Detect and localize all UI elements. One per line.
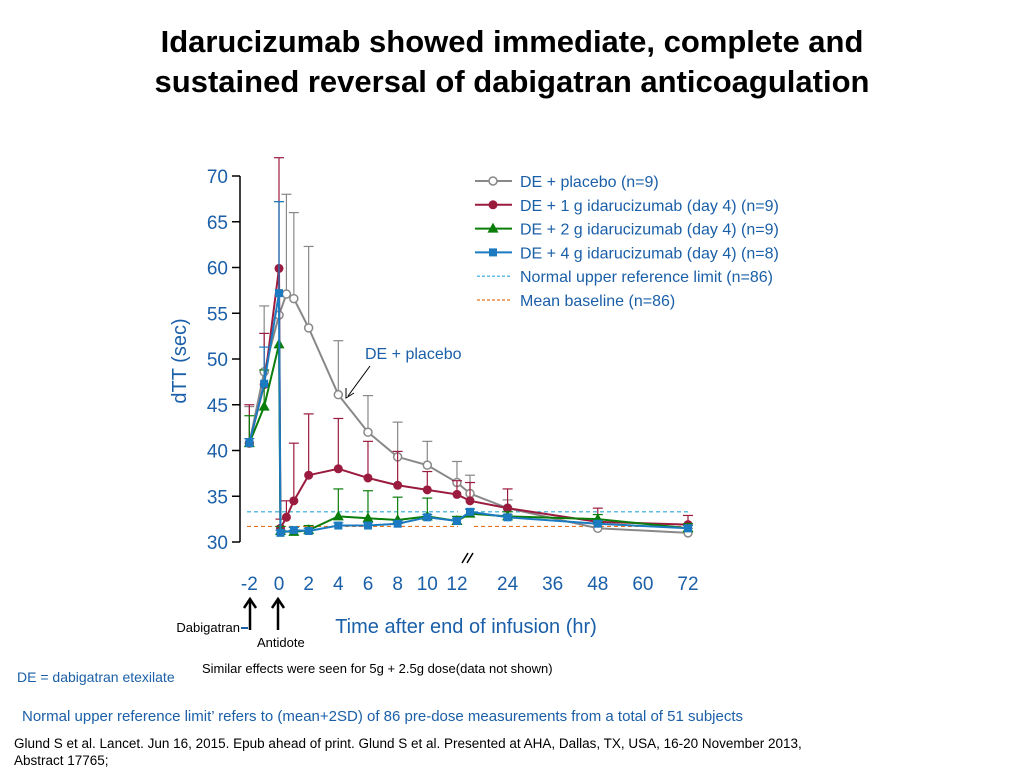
y-tick-label: 50 — [207, 350, 228, 371]
y-tick-label: 35 — [207, 487, 228, 508]
x-tick-label: 10 — [417, 574, 438, 595]
y-tick-label: 55 — [207, 304, 228, 325]
legend-label: DE + 4 g idarucizumab (day 4) (n=8) — [520, 245, 779, 262]
data-point — [503, 513, 512, 522]
x-tick-label: 36 — [542, 574, 563, 595]
data-point — [466, 507, 474, 516]
placebo-annotation: DE + placebo — [365, 346, 462, 363]
dabigatran-label: Dabigatran — [176, 620, 240, 635]
title-line-2: sustained reversal of dabigatran anticoa… — [154, 64, 870, 99]
data-point — [593, 519, 602, 528]
data-point — [276, 528, 285, 537]
data-point — [362, 512, 374, 523]
x-tick-label: 8 — [392, 574, 403, 595]
data-point — [281, 289, 292, 299]
data-point — [275, 289, 283, 298]
legend-label: DE + 1 g idarucizumab (day 4) (n=9) — [520, 198, 779, 215]
y-tick-label: 45 — [207, 396, 228, 417]
data-point — [684, 524, 692, 533]
data-point — [452, 489, 462, 499]
axis-break-mark — [466, 552, 474, 564]
similar-effects-note: Similar effects were seen for 5g + 2.5g … — [202, 661, 553, 676]
data-point — [332, 510, 344, 521]
data-point — [363, 427, 373, 437]
x-tick-label: 0 — [274, 574, 285, 595]
x-tick-label: 60 — [632, 574, 653, 595]
legend-marker — [488, 200, 498, 210]
x-tick-label: 6 — [363, 574, 374, 595]
y-tick-label: 40 — [207, 442, 228, 463]
citation-line-1: Glund S et al. Lancet. Jun 16, 2015. Epu… — [14, 736, 802, 751]
citation-line-2: Abstract 17765; — [14, 753, 109, 768]
legend-marker — [489, 248, 497, 257]
annotation-arrowhead — [345, 388, 355, 399]
data-point — [281, 512, 291, 522]
data-point — [289, 293, 299, 304]
citation: Glund S et al. Lancet. Jun 16, 2015. Epu… — [14, 735, 802, 769]
data-point — [304, 527, 313, 536]
annotation-arrow — [347, 365, 371, 397]
data-point — [393, 480, 403, 490]
y-tick-label: 30 — [207, 533, 228, 554]
x-tick-label: 12 — [446, 574, 467, 595]
x-tick-label: 48 — [587, 574, 608, 595]
dabigatran-arrow-head — [242, 596, 258, 609]
x-tick-label: 2 — [303, 574, 314, 595]
legend-label: Mean baseline (n=86) — [520, 293, 675, 310]
data-point — [303, 323, 314, 333]
data-point — [452, 516, 461, 525]
data-point — [393, 519, 402, 528]
data-point — [363, 473, 373, 483]
data-point — [422, 460, 433, 470]
data-point — [258, 400, 270, 411]
x-tick-label: 24 — [497, 574, 519, 595]
y-axis-title: dTT (sec) — [169, 318, 191, 403]
title-line-1: Idarucizumab showed immediate, complete … — [160, 24, 864, 59]
de-definition-note: DE = dabigatran etexilate — [17, 669, 175, 685]
data-point — [304, 470, 314, 480]
data-point — [363, 521, 372, 530]
axis-break-mark — [461, 552, 469, 564]
data-point — [289, 496, 299, 506]
data-point — [333, 389, 344, 400]
data-point — [245, 439, 254, 448]
data-point — [334, 521, 343, 530]
data-point — [289, 526, 298, 535]
data-point — [422, 485, 432, 495]
data-point — [333, 464, 343, 474]
x-tick-label: -2 — [241, 574, 258, 595]
x-tick-label: 72 — [677, 574, 698, 595]
legend-label: Normal upper reference limit (n=86) — [520, 269, 773, 286]
x-tick-label: 4 — [333, 574, 344, 595]
y-tick-label: 70 — [207, 167, 228, 188]
y-tick-label: 60 — [207, 259, 228, 280]
legend-marker — [488, 176, 498, 186]
slide-title: Idarucizumab showed immediate, complete … — [0, 22, 1024, 102]
legend-label: DE + placebo (n=9) — [520, 174, 659, 191]
legend-label: DE + 2 g idarucizumab (day 4) (n=9) — [520, 222, 779, 239]
y-tick-label: 65 — [207, 213, 228, 234]
data-point — [423, 513, 432, 522]
legend-marker — [487, 222, 499, 233]
data-point — [465, 496, 475, 506]
antidote-arrow-head — [270, 596, 286, 609]
data-point — [503, 503, 513, 513]
data-point — [260, 379, 269, 388]
reference-limit-note: Normal upper reference limit’ refers to … — [22, 708, 744, 725]
x-axis-title: Time after end of infusion (hr) — [335, 616, 597, 638]
antidote-label: Antidote — [257, 635, 305, 650]
